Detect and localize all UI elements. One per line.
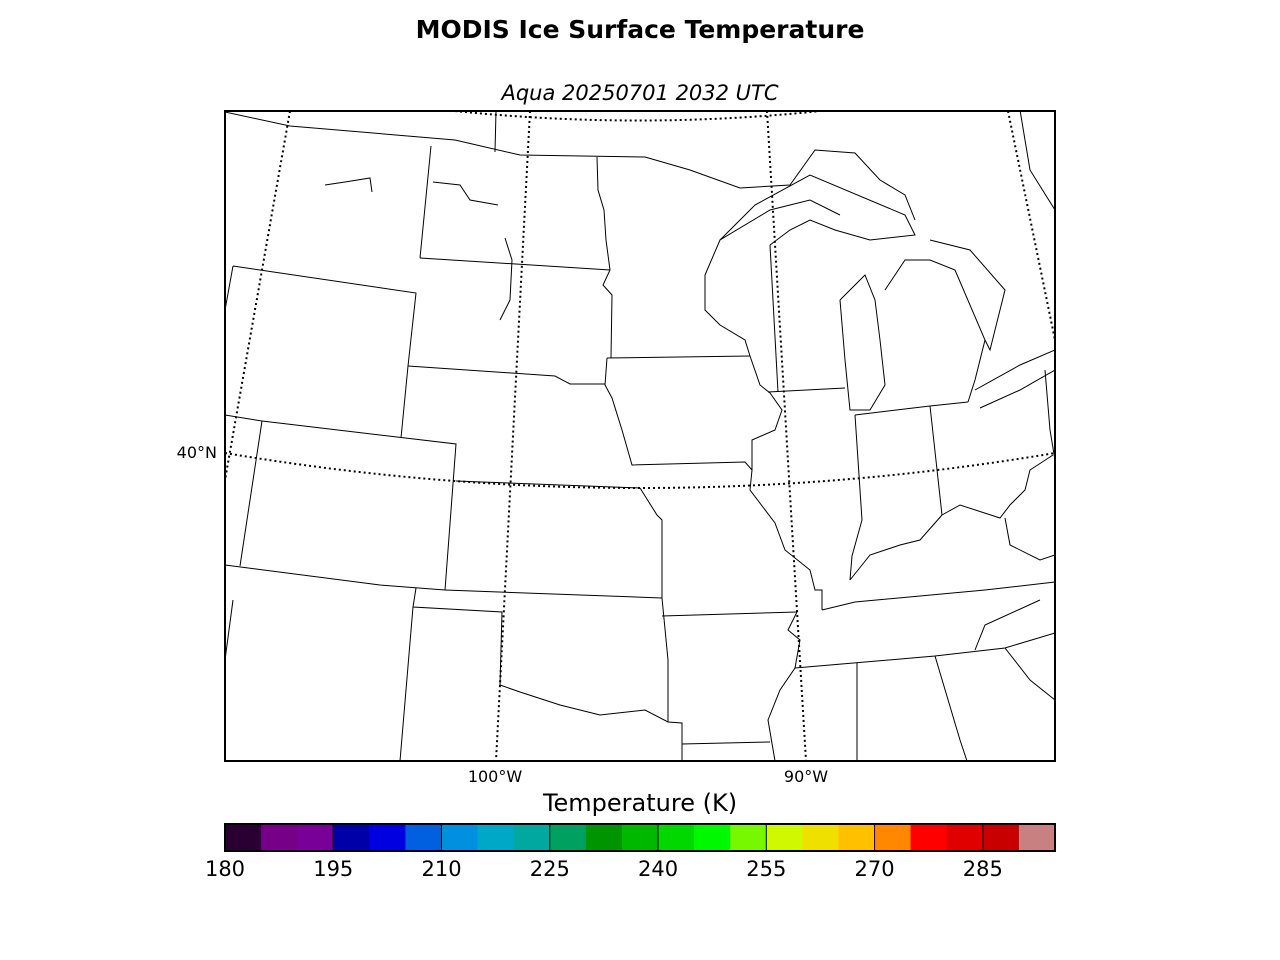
- colorbar: 180 195 210 225 240 255 270 285: [205, 823, 1056, 881]
- colorbar-segment: [369, 824, 406, 851]
- colorbar-tick-label: 270: [855, 857, 895, 881]
- colorbar-segment: [477, 824, 515, 851]
- subtitle: Aqua 20250701 2032 UTC: [499, 81, 778, 105]
- colorbar-segment: [513, 824, 551, 851]
- colorbar-segment: [802, 824, 839, 851]
- colorbar-frame: [224, 823, 1056, 852]
- colorbar-segment: [766, 824, 803, 851]
- colorbar-segment: [621, 824, 659, 851]
- colorbar-segment: [694, 824, 731, 851]
- colorbar-segment: [585, 824, 623, 851]
- colorbar-tick-label: 255: [746, 857, 786, 881]
- colorbar-tick-label: 180: [205, 857, 245, 881]
- state-borders: [225, 111, 1055, 761]
- colorbar-tick-label: 195: [313, 857, 353, 881]
- title: MODIS Ice Surface Temperature: [416, 15, 865, 44]
- colorbar-segment: [946, 824, 984, 851]
- colorbar-segment: [441, 824, 479, 851]
- colorbar-segment: [982, 824, 1020, 851]
- colorbar-segment: [405, 824, 443, 851]
- colorbar-tick-label: 240: [638, 857, 678, 881]
- colorbar-tick-label: 225: [530, 857, 570, 881]
- colorbar-segment: [730, 824, 767, 851]
- colorbar-tick-label: 285: [963, 857, 1003, 881]
- colorbar-segment: [1018, 824, 1056, 851]
- colorbar-segment: [658, 824, 695, 851]
- colorbar-tick-label: 210: [421, 857, 461, 881]
- colorbar-segment: [333, 824, 370, 851]
- lat-label: 40°N: [177, 443, 217, 462]
- colorbar-segment: [261, 824, 298, 851]
- map-frame: [224, 110, 1056, 762]
- colorbar-label: Temperature (K): [542, 789, 737, 817]
- colorbar-segment: [225, 824, 262, 851]
- lon-label: 100°W: [468, 767, 523, 786]
- map: [225, 111, 1055, 761]
- colorbar-segment: [874, 824, 912, 851]
- colorbar-segment: [549, 824, 587, 851]
- colorbar-segment: [297, 824, 334, 851]
- colorbar-segment: [838, 824, 876, 851]
- colorbar-segment: [910, 824, 948, 851]
- lon-label: 90°W: [784, 767, 828, 786]
